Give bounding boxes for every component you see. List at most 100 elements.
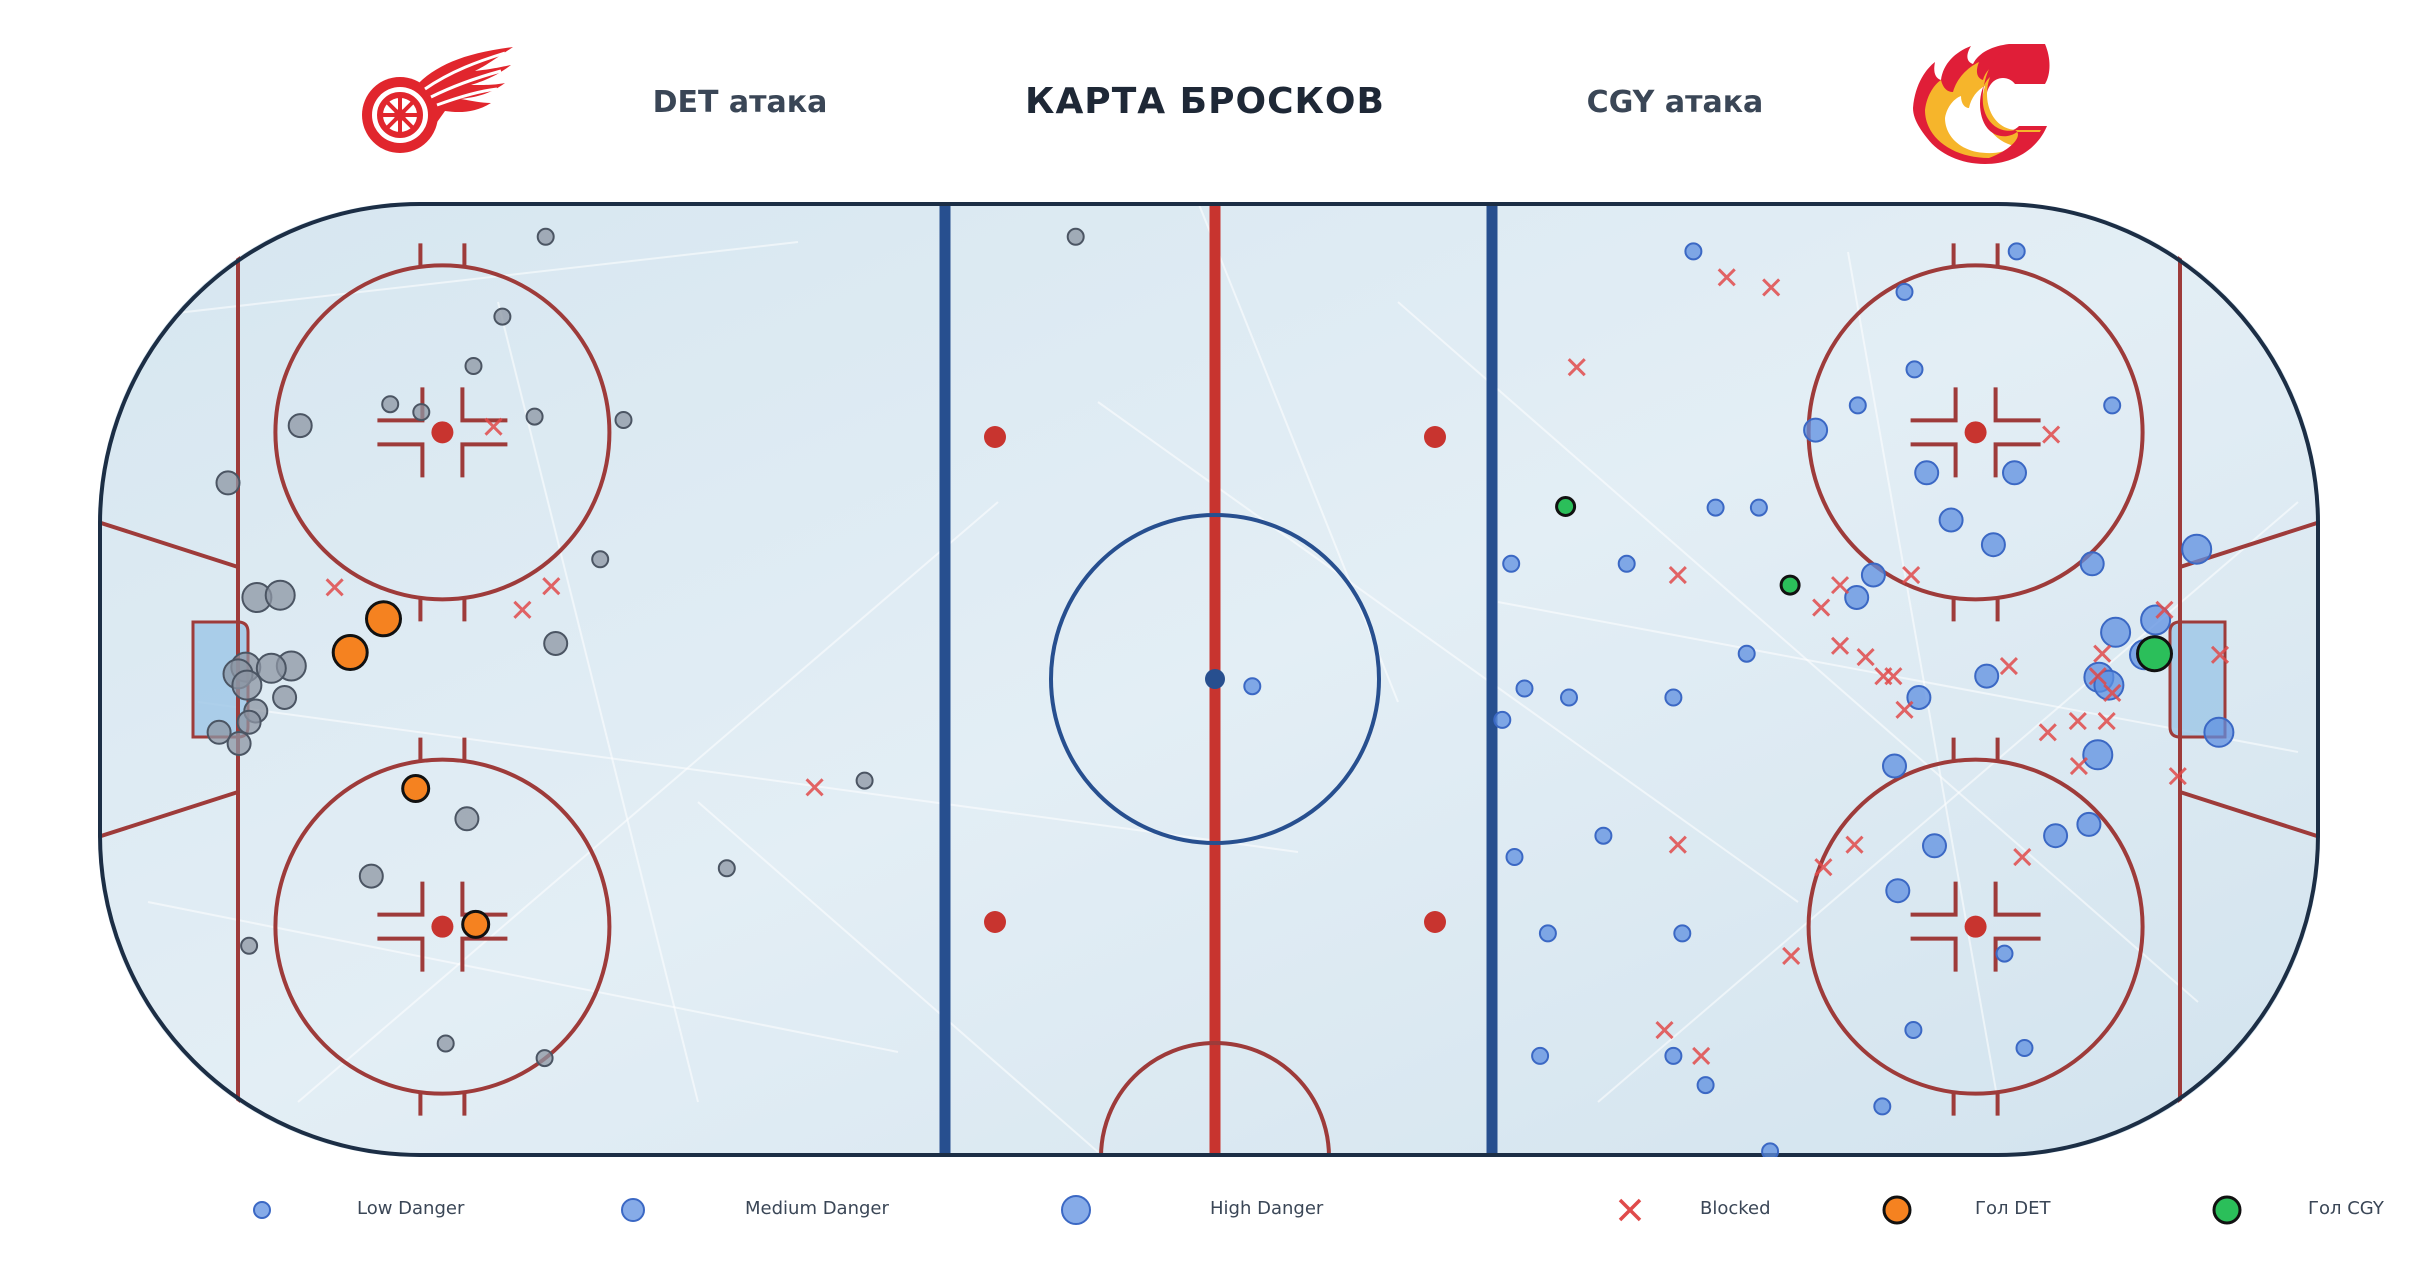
det-shot-point (255, 652, 287, 684)
blocked-shot-mark (484, 417, 503, 436)
rink-shot-chart (98, 202, 2320, 1157)
blocked-shot-mark (1567, 358, 1586, 377)
det-shot-point (264, 579, 296, 611)
det-shot-point (614, 411, 633, 429)
det-shot-point (536, 227, 555, 246)
det-shot-point (358, 863, 384, 889)
det-shot-point (591, 550, 610, 569)
det-shot-point (493, 307, 512, 326)
cgy-shot-point (1594, 826, 1613, 845)
det-shot-point (454, 806, 480, 832)
blocked-shot-mark (2093, 644, 2112, 663)
blocked-shot-mark (2038, 723, 2057, 742)
legend-label: High Danger (1210, 1198, 1324, 1219)
blocked-shot-mark (2068, 712, 2087, 731)
cgy-shot-point (2082, 739, 2114, 771)
cgy-shot-point (1749, 498, 1768, 517)
det-shot-point (717, 859, 736, 878)
det-shot-point (436, 1034, 455, 1053)
blocked-shot-mark (1812, 598, 1831, 617)
cgy-shot-point (1860, 562, 1886, 588)
legend-marker-blocked (1618, 1198, 1642, 1222)
blocked-shot-mark (1845, 835, 1864, 854)
cgy-shot-point (1895, 282, 1914, 301)
blocked-shot-mark (1814, 858, 1833, 877)
blocked-shot-mark (2103, 683, 2122, 703)
blocked-shot-mark (2155, 600, 2174, 619)
cgy-shot-point (1505, 848, 1524, 866)
cgy-shot-point (1848, 396, 1867, 415)
blocked-shot-mark (1902, 565, 1921, 585)
legend-marker-goal-cgy (2212, 1195, 2242, 1225)
chart-title: КАРТА БРОСКОВ (1025, 81, 1385, 122)
det-shot-point (525, 407, 544, 426)
det-goal-point (331, 634, 369, 671)
blocked-shot-mark (1668, 835, 1687, 854)
cgy-goal-point (2136, 635, 2173, 673)
blocked-shot-mark (1884, 667, 1903, 686)
cgy-shot-point (1664, 688, 1683, 707)
cgy-shot-point (1922, 833, 1947, 859)
blocked-shot-mark (2088, 667, 2107, 686)
blocked-shot-mark (1856, 647, 1875, 667)
cgy-shot-point (2007, 242, 2026, 261)
blocked-shot-mark (2069, 756, 2088, 776)
det-shot-point (412, 403, 431, 422)
cgy-shot-point (1974, 663, 2000, 689)
cgy-shot-point (1515, 679, 1534, 698)
cgy-shot-point (2181, 533, 2213, 565)
blocked-shot-mark (513, 600, 532, 619)
det-shot-point (287, 413, 313, 439)
cgy-shot-point (1905, 360, 1924, 379)
cgy-shot-point (1882, 753, 1907, 779)
legend-marker-low (253, 1201, 271, 1219)
cgy-shot-point (1938, 507, 1964, 533)
cgy-shot-point (1538, 924, 1557, 943)
cgy-shot-point (1914, 460, 1940, 486)
legend-label: Medium Danger (745, 1198, 889, 1219)
det-shot-point (272, 685, 298, 710)
det-shot-point (226, 731, 252, 756)
cgy-shot-point (1673, 924, 1692, 943)
blocked-shot-mark (1782, 946, 1801, 965)
cgy-shot-point (2203, 716, 2235, 748)
blocked-shot-mark (2097, 712, 2116, 731)
det-shot-point (231, 669, 263, 701)
rink-surface (98, 202, 2320, 1157)
cgy-shot-point (2076, 811, 2102, 837)
det-shot-point (1066, 227, 1085, 246)
blocked-shot-mark (2168, 767, 2187, 786)
blocked-shot-mark (805, 778, 824, 797)
cgy-shot-point (1873, 1097, 1892, 1116)
det-goal-point (401, 774, 431, 803)
blocked-shot-mark (2013, 847, 2032, 867)
blocked-shot-mark (1999, 656, 2018, 676)
cgy-shot-point (2002, 460, 2027, 486)
det-shot-point (215, 470, 241, 496)
blocked-shot-mark (2210, 645, 2230, 664)
det-goal-point (461, 909, 491, 939)
cgy-shot-point (1617, 554, 1636, 573)
cgy-shot-point (2079, 551, 2105, 577)
blocked-shot-mark (1895, 700, 1914, 719)
cgy-shot-point (2100, 616, 2132, 648)
det-shot-point (381, 395, 400, 414)
cgy-shot-point (2043, 823, 2069, 849)
flames-logo-icon (1913, 44, 2050, 164)
det-shot-point (543, 631, 569, 656)
cgy-shot-point (1684, 242, 1703, 261)
det-goal-point (365, 600, 402, 638)
det-shot-point (236, 709, 262, 735)
cgy-shot-point (1502, 554, 1521, 573)
cgy-shot-point (1904, 1021, 1923, 1039)
blocked-shot-mark (1830, 576, 1850, 595)
det-attack-label: DET атака (652, 85, 828, 120)
cgy-shot-point (2093, 669, 2125, 701)
cgy-shot-point (2103, 396, 2122, 415)
blocked-shot-mark (1655, 1020, 1674, 1040)
legend-label: Гол DET (1975, 1198, 2051, 1219)
blocked-shot-mark (1762, 278, 1781, 297)
legend-marker-medium (621, 1198, 645, 1222)
legend-label: Low Danger (357, 1198, 465, 1219)
det-shot-point (206, 719, 232, 745)
